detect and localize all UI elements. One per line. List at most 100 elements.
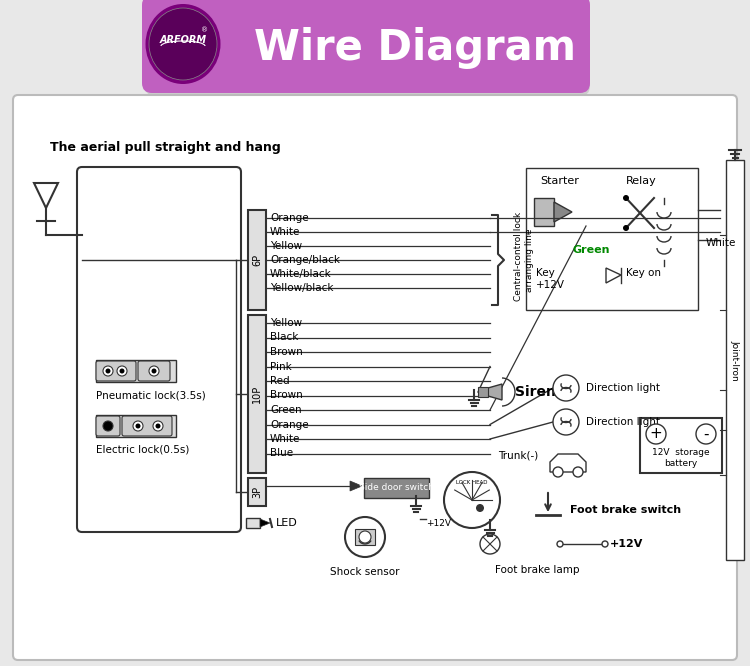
Polygon shape (554, 202, 572, 222)
Text: The aerial pull straight and hang: The aerial pull straight and hang (50, 141, 280, 155)
Text: -: - (704, 426, 709, 442)
Circle shape (573, 467, 583, 477)
Bar (364, 478, 429, 498)
Text: Siren: Siren (515, 385, 556, 399)
Circle shape (119, 368, 124, 374)
Text: ARFORM: ARFORM (160, 35, 206, 45)
Circle shape (133, 421, 143, 431)
FancyBboxPatch shape (145, 0, 590, 96)
Text: Green: Green (572, 245, 610, 255)
Bar (726, 160, 744, 560)
Circle shape (623, 195, 629, 201)
Circle shape (557, 541, 563, 547)
Text: Black: Black (270, 332, 298, 342)
Circle shape (149, 366, 159, 376)
Ellipse shape (146, 4, 220, 84)
Bar (248, 478, 266, 506)
Circle shape (553, 375, 579, 401)
Text: Central-control lock: Central-control lock (514, 211, 523, 300)
Text: +12V: +12V (610, 539, 644, 549)
Text: Yellow: Yellow (270, 241, 302, 251)
Circle shape (553, 409, 579, 435)
Circle shape (117, 366, 127, 376)
Bar (96, 360, 176, 382)
FancyBboxPatch shape (77, 167, 241, 532)
Bar (246, 518, 260, 528)
Text: Key on: Key on (626, 268, 661, 278)
FancyBboxPatch shape (142, 0, 590, 93)
Text: Side door switch: Side door switch (359, 484, 434, 492)
Circle shape (696, 424, 716, 444)
Text: LED: LED (276, 518, 298, 528)
Bar (526, 168, 698, 310)
Text: 12V  storage
battery: 12V storage battery (652, 448, 710, 468)
Polygon shape (350, 481, 362, 491)
FancyBboxPatch shape (13, 95, 737, 660)
Polygon shape (488, 384, 502, 400)
Bar (355, 529, 375, 545)
Polygon shape (260, 519, 270, 527)
Text: Blue: Blue (270, 448, 293, 458)
FancyBboxPatch shape (96, 361, 136, 381)
Circle shape (155, 424, 160, 428)
Circle shape (623, 225, 629, 231)
Circle shape (646, 424, 666, 444)
Text: Starter: Starter (540, 176, 579, 186)
Text: Electric lock(0.5s): Electric lock(0.5s) (96, 445, 189, 455)
Text: Shock sensor: Shock sensor (330, 567, 400, 577)
Text: Joint-Iron: Joint-Iron (730, 340, 740, 380)
FancyBboxPatch shape (96, 416, 120, 436)
FancyBboxPatch shape (138, 361, 170, 381)
Text: Brown: Brown (270, 390, 303, 400)
Text: ®: ® (202, 27, 208, 33)
Text: Orange: Orange (270, 420, 309, 430)
Text: Foot brake lamp: Foot brake lamp (495, 565, 580, 575)
Text: White: White (706, 238, 736, 248)
Text: 10P: 10P (252, 385, 262, 403)
Text: arranging line: arranging line (525, 228, 534, 292)
Text: 6P: 6P (252, 254, 262, 266)
Text: Orange/black: Orange/black (270, 255, 340, 265)
Text: Orange: Orange (270, 213, 309, 223)
Bar (478, 387, 488, 397)
Text: Pink: Pink (270, 362, 292, 372)
Text: Brown: Brown (270, 347, 303, 357)
Circle shape (553, 467, 563, 477)
Text: Green: Green (270, 405, 302, 415)
Circle shape (602, 541, 608, 547)
FancyBboxPatch shape (122, 416, 172, 436)
Text: +12V: +12V (426, 519, 451, 527)
Circle shape (106, 368, 110, 374)
Text: Direction light: Direction light (586, 383, 660, 393)
Text: White: White (270, 227, 300, 237)
Bar (248, 210, 266, 310)
Circle shape (480, 534, 500, 554)
Circle shape (345, 517, 385, 557)
Circle shape (153, 421, 163, 431)
Circle shape (136, 424, 140, 428)
Polygon shape (550, 454, 586, 472)
Circle shape (476, 504, 484, 512)
Bar (640, 418, 722, 473)
Bar (534, 198, 554, 226)
Bar (248, 315, 266, 473)
Text: Relay: Relay (626, 176, 656, 186)
Text: Yellow/black: Yellow/black (270, 283, 334, 293)
Text: Trunk(-): Trunk(-) (498, 451, 538, 461)
Text: White/black: White/black (270, 269, 332, 279)
Text: 3P: 3P (252, 486, 262, 498)
Text: Yellow: Yellow (270, 318, 302, 328)
Text: Red: Red (270, 376, 290, 386)
Circle shape (103, 366, 113, 376)
Text: +: + (650, 426, 662, 442)
Text: Key
+12V: Key +12V (536, 268, 565, 290)
Circle shape (152, 368, 157, 374)
Circle shape (359, 531, 371, 543)
Text: Foot brake switch: Foot brake switch (570, 505, 681, 515)
Bar (96, 415, 176, 437)
Text: Wire Diagram: Wire Diagram (254, 27, 576, 69)
Text: White: White (270, 434, 300, 444)
Text: Pneumatic lock(3.5s): Pneumatic lock(3.5s) (96, 390, 206, 400)
Ellipse shape (149, 8, 217, 80)
Text: LOCK HEAD: LOCK HEAD (456, 480, 488, 484)
